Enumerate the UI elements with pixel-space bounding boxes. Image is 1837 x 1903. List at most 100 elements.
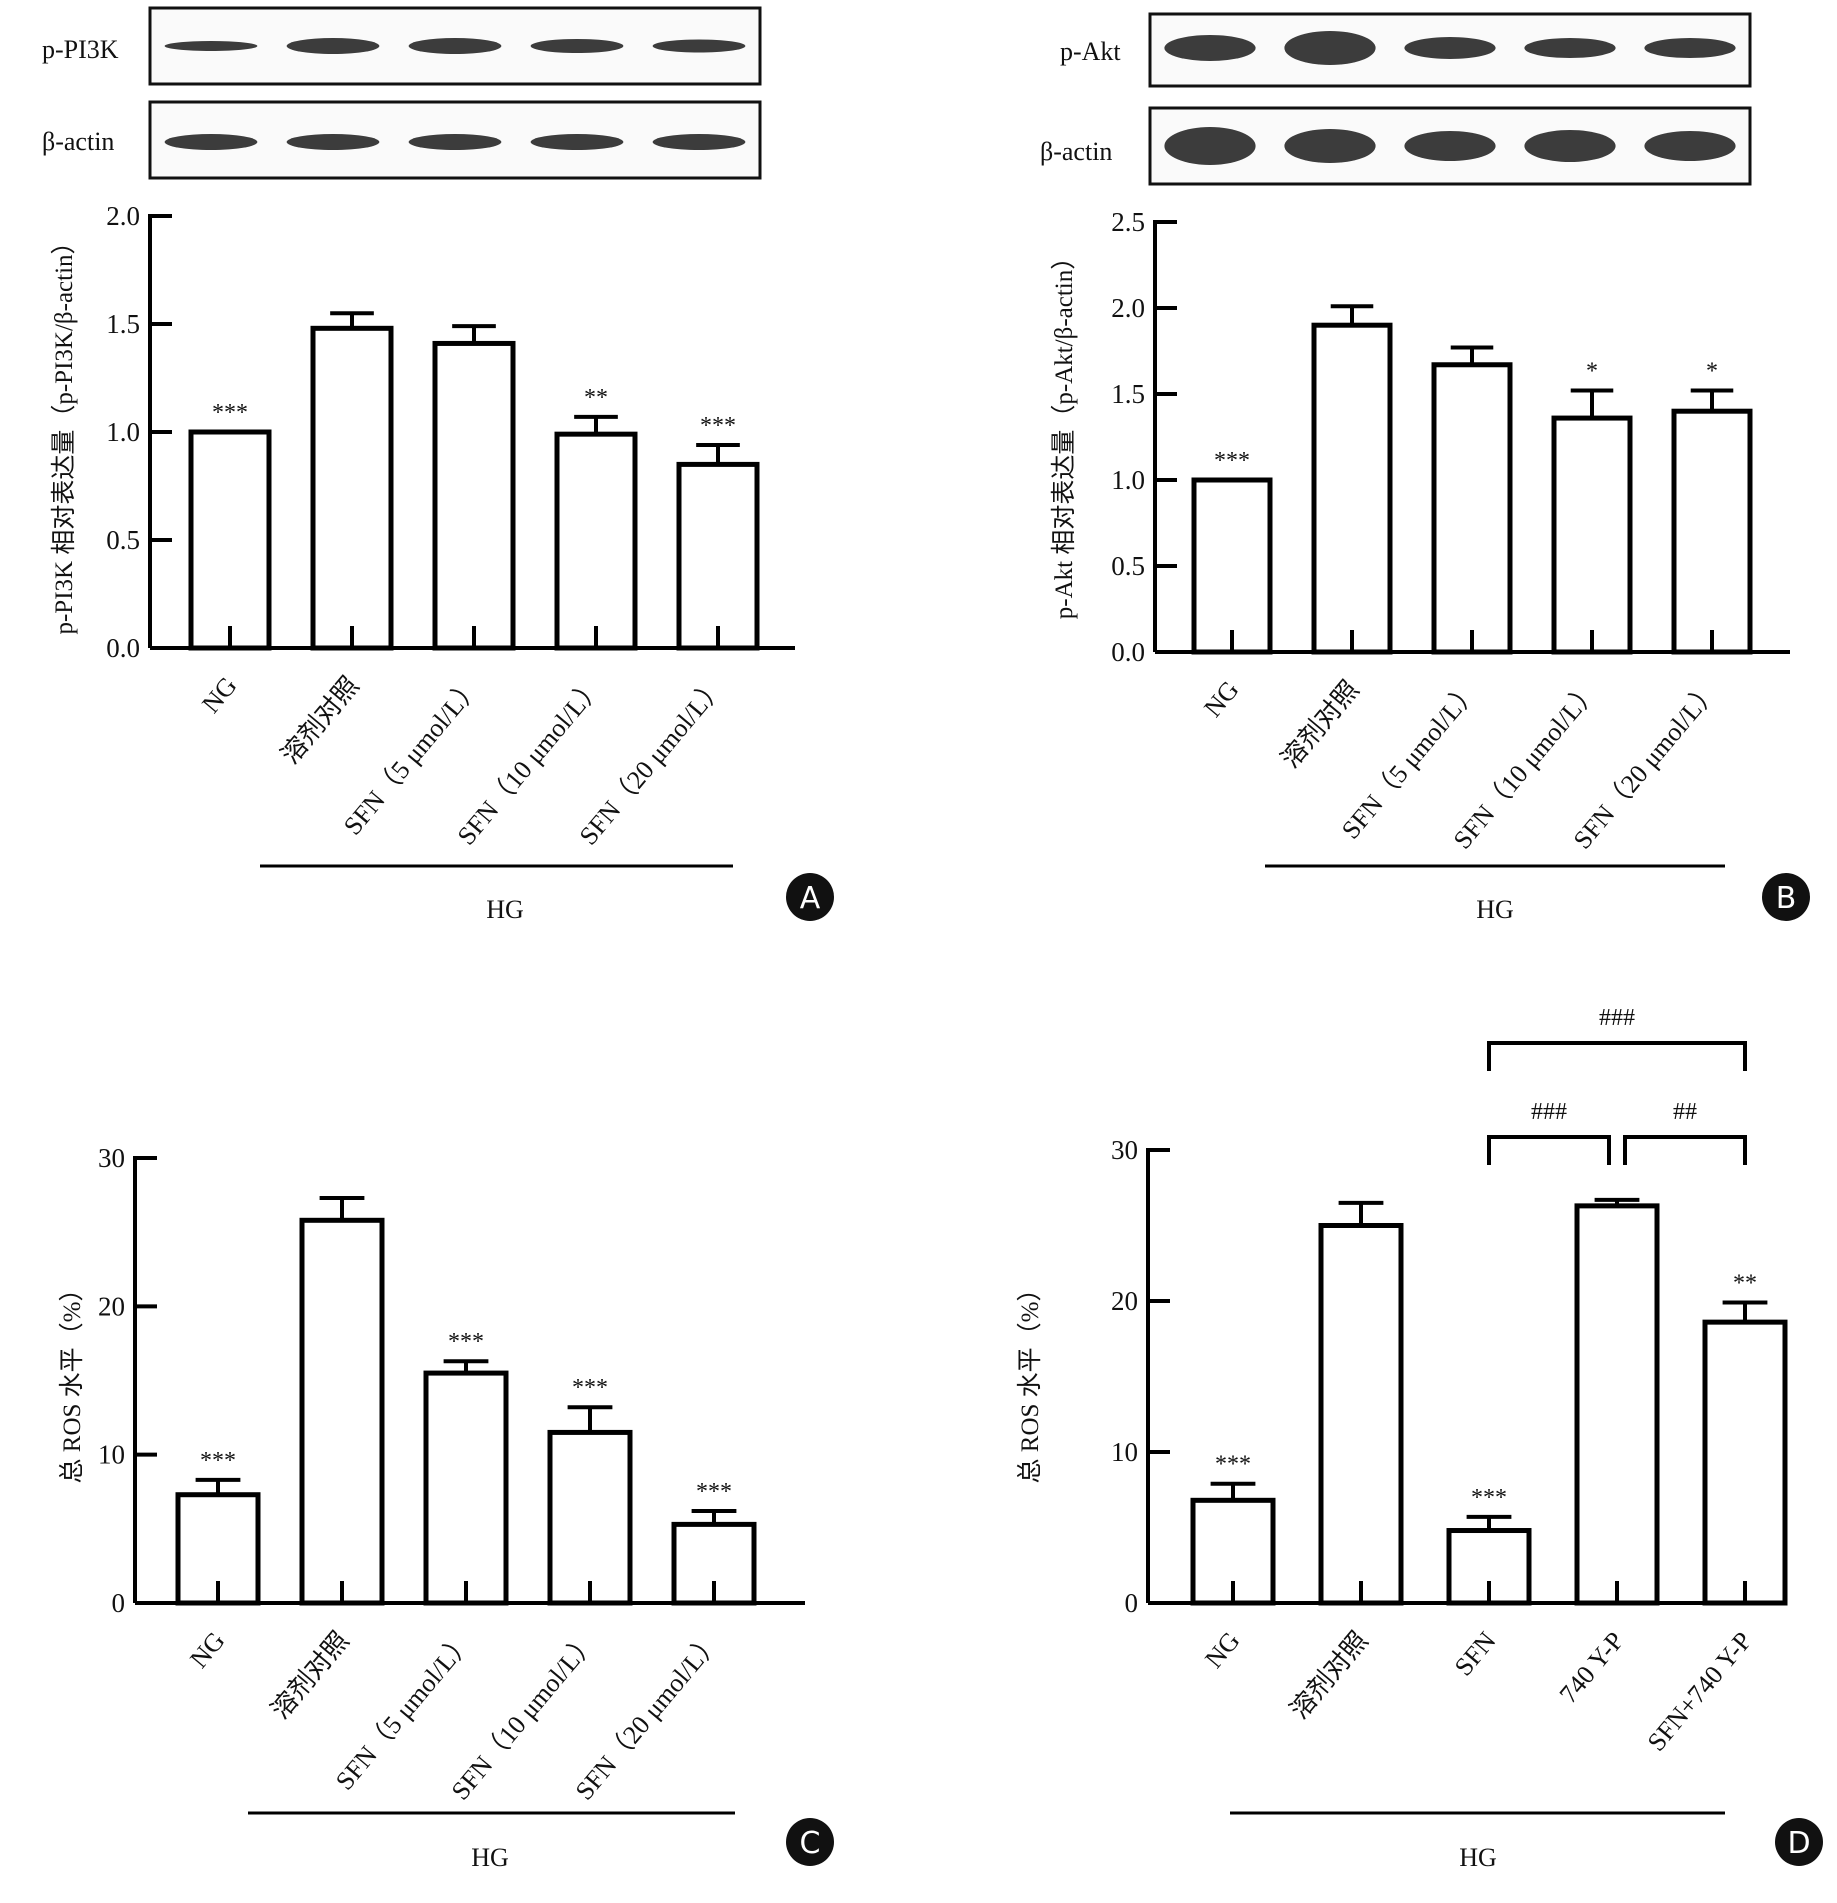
chart-panel-a: 0.0 0.5 1.0 1.5 2.0 p-PI3K 相对表达量（p-PI3K/β-act… (50, 201, 795, 924)
chart-panel-c: 0 10 20 30 总 ROS 水平（%） *** NG 溶剂对照 *** SFN（5 μmol… (58, 1143, 805, 1872)
blot-band (1164, 127, 1256, 165)
significance-label: *** (1214, 448, 1250, 474)
panel-badge-d: D (1775, 1818, 1823, 1866)
category-label: 溶剂对照 (266, 1626, 355, 1724)
category-label: SFN（5 μmol/L） (338, 671, 487, 840)
bar (1671, 408, 1753, 655)
bar (554, 431, 638, 651)
significance-label: *** (700, 413, 736, 439)
panel-badge-b: B (1762, 873, 1810, 921)
category-label: SFN (1449, 1626, 1502, 1681)
bar (1318, 1223, 1404, 1606)
y-tick-label: 30 (1111, 1135, 1138, 1165)
y-tick-label: 2.5 (1111, 207, 1145, 237)
y-tick-label: 1.0 (106, 417, 140, 447)
blot-band (286, 38, 380, 54)
y-tick-label: 0.5 (106, 525, 140, 555)
bar (1551, 415, 1633, 655)
blot-band (164, 41, 258, 51)
blot-label-p-akt: p-Akt (1060, 37, 1121, 66)
blot-band (530, 134, 624, 150)
svg-text:B: B (1776, 881, 1797, 916)
blot-band (1404, 131, 1496, 161)
group-label: HG (471, 1843, 509, 1872)
blot-band (164, 134, 258, 150)
panel-badge-a: A (786, 873, 834, 921)
blot-band (1524, 130, 1616, 162)
bar (432, 340, 516, 651)
y-tick-label: 0.5 (1111, 551, 1145, 581)
group-label: HG (1476, 895, 1514, 924)
y-tick-label: 2.0 (106, 201, 140, 231)
blot-band (1644, 38, 1736, 58)
comparison-label: ### (1531, 1099, 1567, 1125)
chart-panel-b: 0.0 0.5 1.0 1.5 2.0 2.5 p-Akt 相对表达量（p-Akt/β-ac… (1050, 207, 1790, 924)
blot-band (652, 39, 746, 53)
blot-label-p-pi3k: p-PI3K (42, 35, 119, 64)
y-axis-label: p-PI3K 相对表达量（p-PI3K/β-actin） (50, 229, 78, 634)
comparison-bracket (1623, 1135, 1747, 1165)
blot-label-b-actin-a: β-actin (42, 127, 114, 156)
y-tick-label: 1.5 (106, 309, 140, 339)
significance-label: ** (1733, 1271, 1757, 1297)
bar (1431, 362, 1513, 655)
comparison-bracket (1487, 1041, 1747, 1071)
y-axis-label: p-Akt 相对表达量（p-Akt/β-actin） (1050, 245, 1078, 619)
category-label: 溶剂对照 (1285, 1626, 1374, 1724)
blot-bands-p-pi3k (164, 38, 746, 54)
panel-a-blots: p-PI3K β-actin (42, 6, 762, 180)
significance-label: *** (1215, 1452, 1251, 1478)
blot-band (1284, 129, 1376, 163)
y-tick-label: 0.0 (106, 633, 140, 663)
blot-band (1404, 37, 1496, 59)
y-tick-label: 1.5 (1111, 379, 1145, 409)
blot-bands-p-akt (1164, 31, 1736, 65)
chart-panel-d: 0 10 20 30 总 ROS 水平（%） *** NG 溶剂对照 *** SFN 740 Y-P… (1016, 1005, 1788, 1872)
y-tick-label: 2.0 (1111, 293, 1145, 323)
significance-label: *** (1471, 1485, 1507, 1511)
blot-bands-b-actin-a (164, 134, 746, 150)
blot-band (286, 134, 380, 150)
category-label: SFN（5 μmol/L） (330, 1626, 479, 1795)
y-tick-label: 10 (1111, 1437, 1138, 1467)
significance-label: *** (212, 400, 248, 426)
blot-band (1644, 131, 1736, 161)
category-label: NG (1199, 1626, 1245, 1673)
svg-text:C: C (800, 1826, 821, 1861)
y-tick-label: 10 (98, 1440, 125, 1470)
bar (1574, 1203, 1660, 1606)
category-label: NG (184, 1626, 230, 1673)
y-tick-label: 20 (98, 1291, 125, 1321)
y-tick-label: 30 (98, 1143, 125, 1173)
significance-label: *** (572, 1375, 608, 1401)
panel-badge-c: C (786, 1818, 834, 1866)
category-label: 740 Y-P (1554, 1626, 1630, 1709)
bar (1191, 477, 1273, 655)
group-label: HG (486, 895, 524, 924)
blot-band (408, 38, 502, 54)
y-axis-label: 总 ROS 水平（%） (58, 1277, 86, 1484)
category-label: 溶剂对照 (276, 671, 365, 769)
bar (423, 1370, 509, 1606)
category-label: NG (1198, 675, 1244, 722)
blot-band (530, 39, 624, 53)
blot-band (1524, 38, 1616, 58)
blot-bands-b-actin-b (1164, 127, 1736, 165)
y-tick-label: 20 (1111, 1286, 1138, 1316)
bar (676, 461, 760, 651)
bar (299, 1217, 385, 1606)
bar (1702, 1319, 1788, 1606)
y-tick-label: 0 (1125, 1588, 1139, 1618)
y-tick-label: 0 (112, 1588, 126, 1618)
bar (547, 1429, 633, 1606)
significance-label: *** (448, 1329, 484, 1355)
blot-band (408, 134, 502, 150)
category-label: SFN+740 Y-P (1642, 1626, 1758, 1756)
y-tick-label: 1.0 (1111, 465, 1145, 495)
svg-text:A: A (800, 881, 821, 916)
comparison-label: ### (1599, 1005, 1635, 1031)
significance-label: ** (584, 385, 608, 411)
y-tick-label: 0.0 (1111, 637, 1145, 667)
comparison-bracket (1487, 1135, 1611, 1165)
